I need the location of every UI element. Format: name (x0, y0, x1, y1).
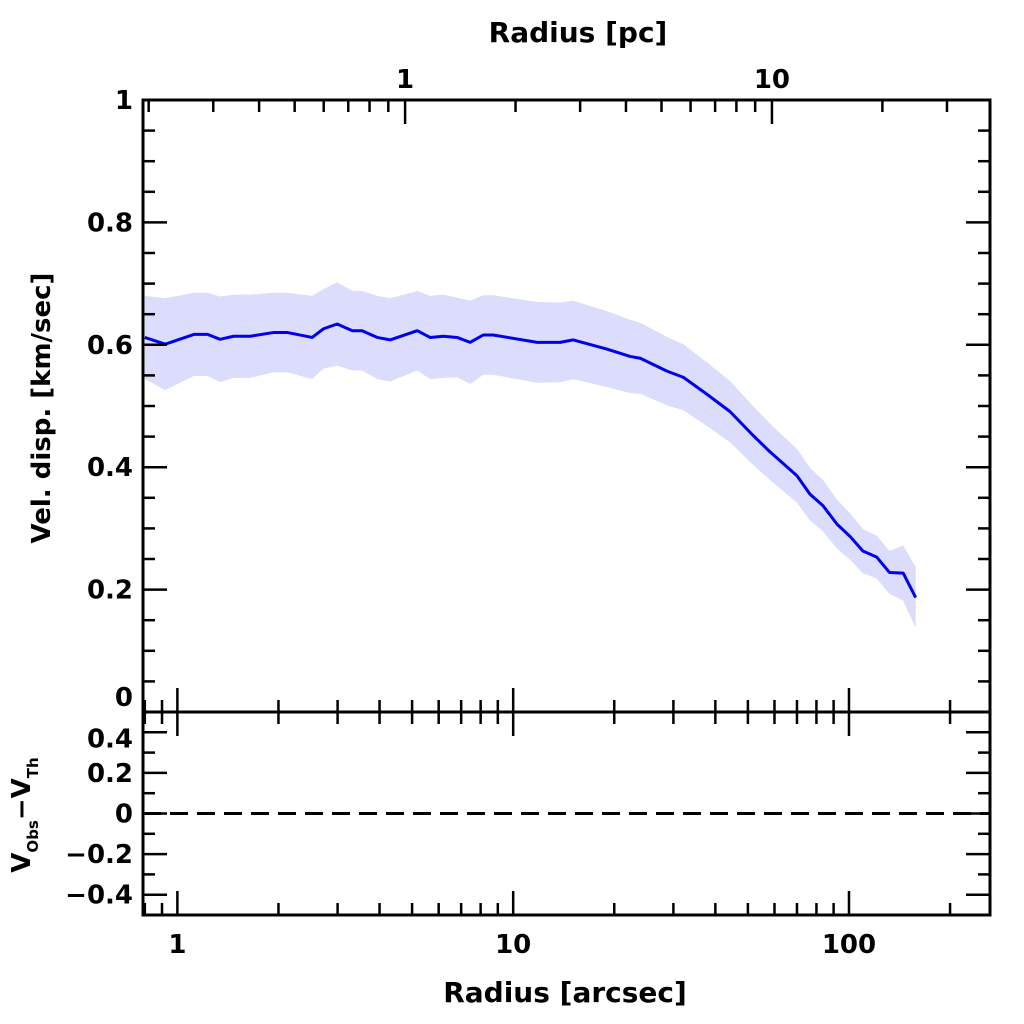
x-tick-label: 10 (495, 930, 531, 960)
residual-y-tick-label: −0.4 (65, 881, 133, 911)
top-axis-label: Radius [pc] (489, 16, 668, 49)
top-x-tick-label: 1 (396, 65, 414, 95)
error-band (144, 282, 916, 629)
y-axis-label: Vel. disp. [km/sec] (27, 273, 57, 544)
y-tick-label: 0.6 (87, 331, 133, 361)
y-tick-label: 1 (115, 86, 133, 116)
y-tick-label: 0.4 (87, 453, 133, 483)
dispersion-line (144, 322, 918, 599)
top-x-tick-label: 10 (754, 65, 790, 95)
residual-y-tick-label: −0.2 (65, 840, 133, 870)
residual-y-tick-label: 0.2 (87, 759, 133, 789)
y-tick-label: 0.8 (87, 208, 133, 238)
x-axis-label: Radius [arcsec] (443, 976, 687, 1009)
plot-frame (141, 98, 992, 917)
residual-y-axis-label: VObs−VTh (7, 757, 42, 872)
x-tick-label: 1 (168, 930, 186, 960)
y-tick-label: 0 (115, 683, 133, 713)
residual-y-tick-label: 0.4 (87, 724, 133, 754)
x-tick-label: 100 (822, 930, 876, 960)
residual-y-tick-label: 0 (115, 800, 133, 830)
y-tick-label: 0.2 (87, 576, 133, 606)
